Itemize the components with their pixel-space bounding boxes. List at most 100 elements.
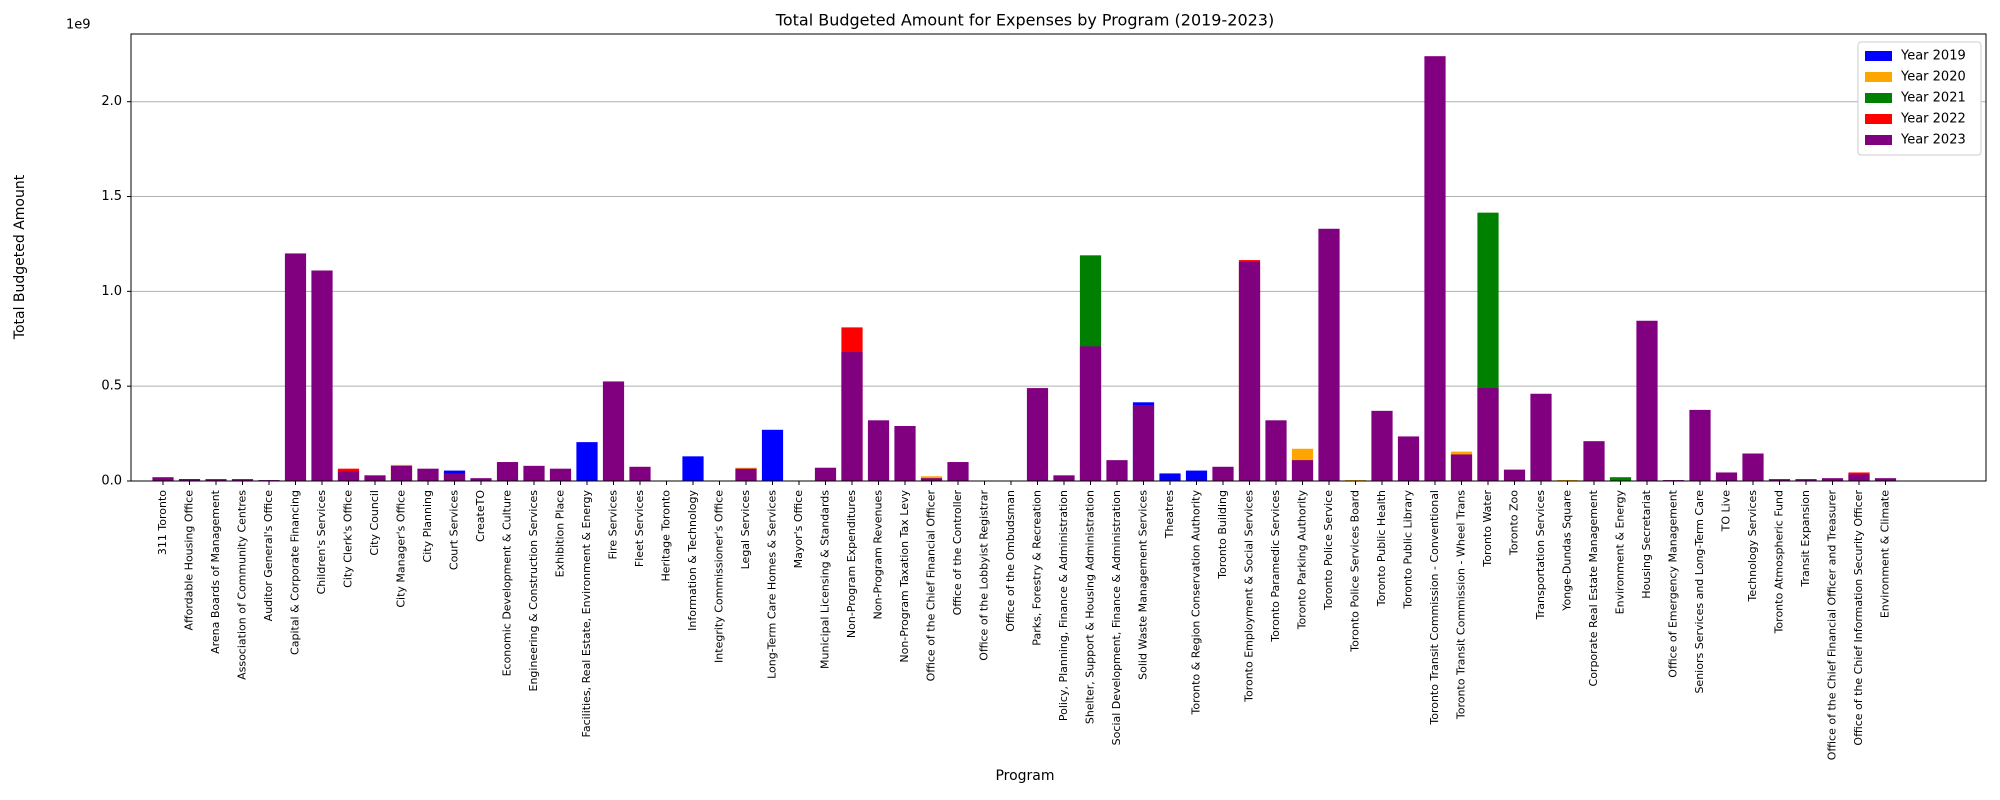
x-tick-label: Arena Boards of Management <box>209 489 222 654</box>
x-tick-label: Technology Services <box>1746 490 1759 603</box>
x-tick-label: Toronto Public Library <box>1402 490 1415 610</box>
bar <box>1106 460 1128 481</box>
x-tick-label: Capital & Corporate Financing <box>289 490 302 655</box>
bar <box>496 462 519 481</box>
bar <box>947 462 969 481</box>
x-tick-label: Toronto Transit Commission - Wheel Trans <box>1455 490 1468 720</box>
legend-label: Year 2022 <box>1900 112 1966 127</box>
bar <box>814 467 837 481</box>
x-tick-label: Shelter, Support & Housing Administratio… <box>1084 490 1097 724</box>
bar <box>1636 320 1658 481</box>
offset-label: 1e9 <box>66 18 91 33</box>
x-tick-label: Non-Program Expenditures <box>845 490 858 638</box>
legend-label: Year 2023 <box>1900 133 1966 148</box>
x-tick-label: Office of the Chief Information Security… <box>1852 490 1865 746</box>
bar <box>523 465 545 481</box>
bar <box>1689 409 1711 481</box>
x-tick-label: TO Live <box>1720 490 1733 533</box>
bar <box>1715 472 1738 481</box>
bar <box>337 471 360 481</box>
x-tick-label: CreateTO <box>474 490 487 542</box>
x-tick-label: Toronto Paramedic Services <box>1269 490 1282 643</box>
bar <box>1079 346 1102 481</box>
legend-label: Year 2021 <box>1900 91 1966 106</box>
bar <box>1159 473 1181 481</box>
x-tick-label: Toronto & Region Conservation Authority <box>1190 490 1203 716</box>
bar <box>1397 436 1420 481</box>
bar <box>231 479 254 481</box>
x-tick-label: Toronto Atmospheric Fund <box>1773 490 1786 634</box>
x-tick-label: Heritage Toronto <box>660 490 673 582</box>
bar <box>284 253 307 481</box>
x-tick-label: Social Development, Finance & Administra… <box>1110 490 1123 745</box>
bar <box>576 442 598 481</box>
x-tick-label: Corporate Real Estate Management <box>1587 489 1600 686</box>
bar <box>311 270 333 481</box>
x-tick-label: Affordable Housing Office <box>183 490 196 631</box>
x-tick-label: Facilities, Real Estate, Environment & E… <box>580 490 593 738</box>
x-tick-label: Policy, Planning, Finance & Administrati… <box>1057 490 1070 721</box>
bar <box>549 468 572 481</box>
bar <box>1609 477 1632 481</box>
x-tick-label: Integrity Commissioner's Office <box>713 490 726 663</box>
bar <box>390 465 413 481</box>
x-tick-label: Solid Waste Management Services <box>1137 490 1150 680</box>
bar <box>1795 479 1817 481</box>
bar <box>1768 479 1791 481</box>
x-tick-label: Seniors Services and Long-Term Care <box>1693 490 1706 694</box>
bar <box>920 478 943 481</box>
bar <box>1265 420 1287 481</box>
x-tick-label: Economic Development & Culture <box>501 490 514 677</box>
x-tick-label: Office of the Controller <box>951 490 964 616</box>
x-tick-label: 311 Toronto <box>156 490 169 555</box>
x-tick-label: Toronto Police Services Board <box>1349 490 1362 653</box>
x-tick-label: Toronto Transit Commission - Conventiona… <box>1428 490 1441 726</box>
bar <box>1132 405 1155 481</box>
legend-label: Year 2020 <box>1900 70 1966 85</box>
x-tick-label: Non-Program Taxation Tax Levy <box>898 490 911 663</box>
bar <box>1318 228 1340 481</box>
bar <box>1026 388 1049 481</box>
x-axis-label: Program <box>995 768 1054 784</box>
y-axis-label: Total Budgeted Amount <box>12 174 28 340</box>
x-tick-label: Toronto Parking Authority <box>1296 490 1309 631</box>
chart-title: Total Budgeted Amount for Expenses by Pr… <box>775 11 1274 30</box>
x-tick-label: Transit Expansion <box>1799 490 1812 588</box>
y-tick-label: 2.0 <box>101 94 122 109</box>
bar <box>735 468 757 481</box>
bar <box>1821 478 1844 481</box>
legend-box <box>1857 41 1982 156</box>
x-tick-label: City Council <box>368 490 381 556</box>
bar <box>364 475 386 481</box>
x-tick-label: Yonge-Dundas Square <box>1561 490 1574 612</box>
bar <box>1848 474 1870 481</box>
x-tick-label: Toronto Employment & Social Services <box>1243 490 1256 703</box>
bar <box>1371 410 1393 481</box>
x-tick-label: Non-Program Revenues <box>872 490 885 620</box>
x-tick-label: Association of Community Centres <box>236 490 249 680</box>
x-tick-label: Office of Emergency Management <box>1667 489 1680 677</box>
bar <box>152 477 174 481</box>
bar <box>1053 475 1075 481</box>
x-tick-label: Children's Services <box>315 490 328 595</box>
bar <box>629 466 651 481</box>
x-tick-label: Legal Services <box>739 490 752 570</box>
y-tick-label: 1.5 <box>101 189 122 204</box>
bar <box>1530 393 1552 481</box>
legend-swatch <box>1865 114 1892 124</box>
bar <box>602 381 625 481</box>
bar <box>1503 469 1526 481</box>
bar <box>761 429 784 481</box>
x-tick-label: Environment & Energy <box>1614 490 1627 615</box>
x-tick-label: Housing Secretariat <box>1640 489 1653 598</box>
x-tick-label: City Manager's Office <box>395 490 408 608</box>
x-tick-label: Toronto Public Health <box>1375 490 1388 607</box>
bar <box>1185 470 1208 481</box>
bar <box>1742 453 1764 481</box>
bar <box>682 456 704 481</box>
x-tick-label: Municipal Licensing & Standards <box>819 490 832 669</box>
bar <box>1212 466 1234 481</box>
bar <box>443 473 466 481</box>
legend-swatch <box>1865 51 1892 61</box>
bar <box>894 426 916 481</box>
